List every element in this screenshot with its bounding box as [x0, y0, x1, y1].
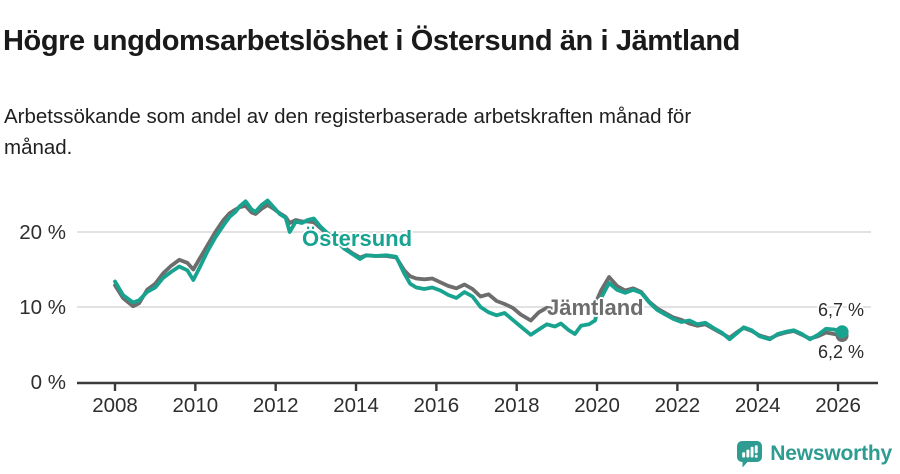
chart-subtitle: Arbetssökande som andel av den registerb… [4, 104, 692, 160]
x-tick-label: 2020 [574, 394, 620, 417]
newsworthy-brand-link[interactable]: Newsworthy [736, 440, 892, 468]
series-label-ostersund: Östersund [302, 226, 413, 251]
newsworthy-brand-text: Newsworthy [770, 442, 892, 465]
x-tick-label: 2018 [494, 394, 540, 417]
x-tick-label: 2026 [815, 394, 861, 417]
y-tick-label: 20 % [19, 221, 66, 244]
x-tick-label: 2024 [735, 394, 781, 417]
x-tick-label: 2022 [655, 394, 701, 417]
series-end-dot-östersund [835, 325, 849, 339]
x-tick-label: 2016 [414, 394, 460, 417]
x-tick-label: 2014 [333, 394, 379, 417]
series-line-östersund [113, 198, 844, 342]
x-tick-label: 2008 [92, 394, 138, 417]
end-value-label-ostersund: 6,7 % [818, 300, 865, 320]
x-tick-label: 2012 [253, 394, 299, 417]
end-value-label-jamtland: 6,2 % [818, 342, 865, 362]
y-tick-label: 10 % [19, 296, 66, 319]
newsworthy-logo-icon [736, 440, 763, 468]
page-title: Högre ungdomsarbetslöshet i Östersund än… [3, 25, 740, 58]
x-tick-label: 2010 [173, 394, 219, 417]
series-label-jamtland: Jämtland [547, 295, 644, 320]
y-tick-label: 0 % [31, 371, 66, 394]
